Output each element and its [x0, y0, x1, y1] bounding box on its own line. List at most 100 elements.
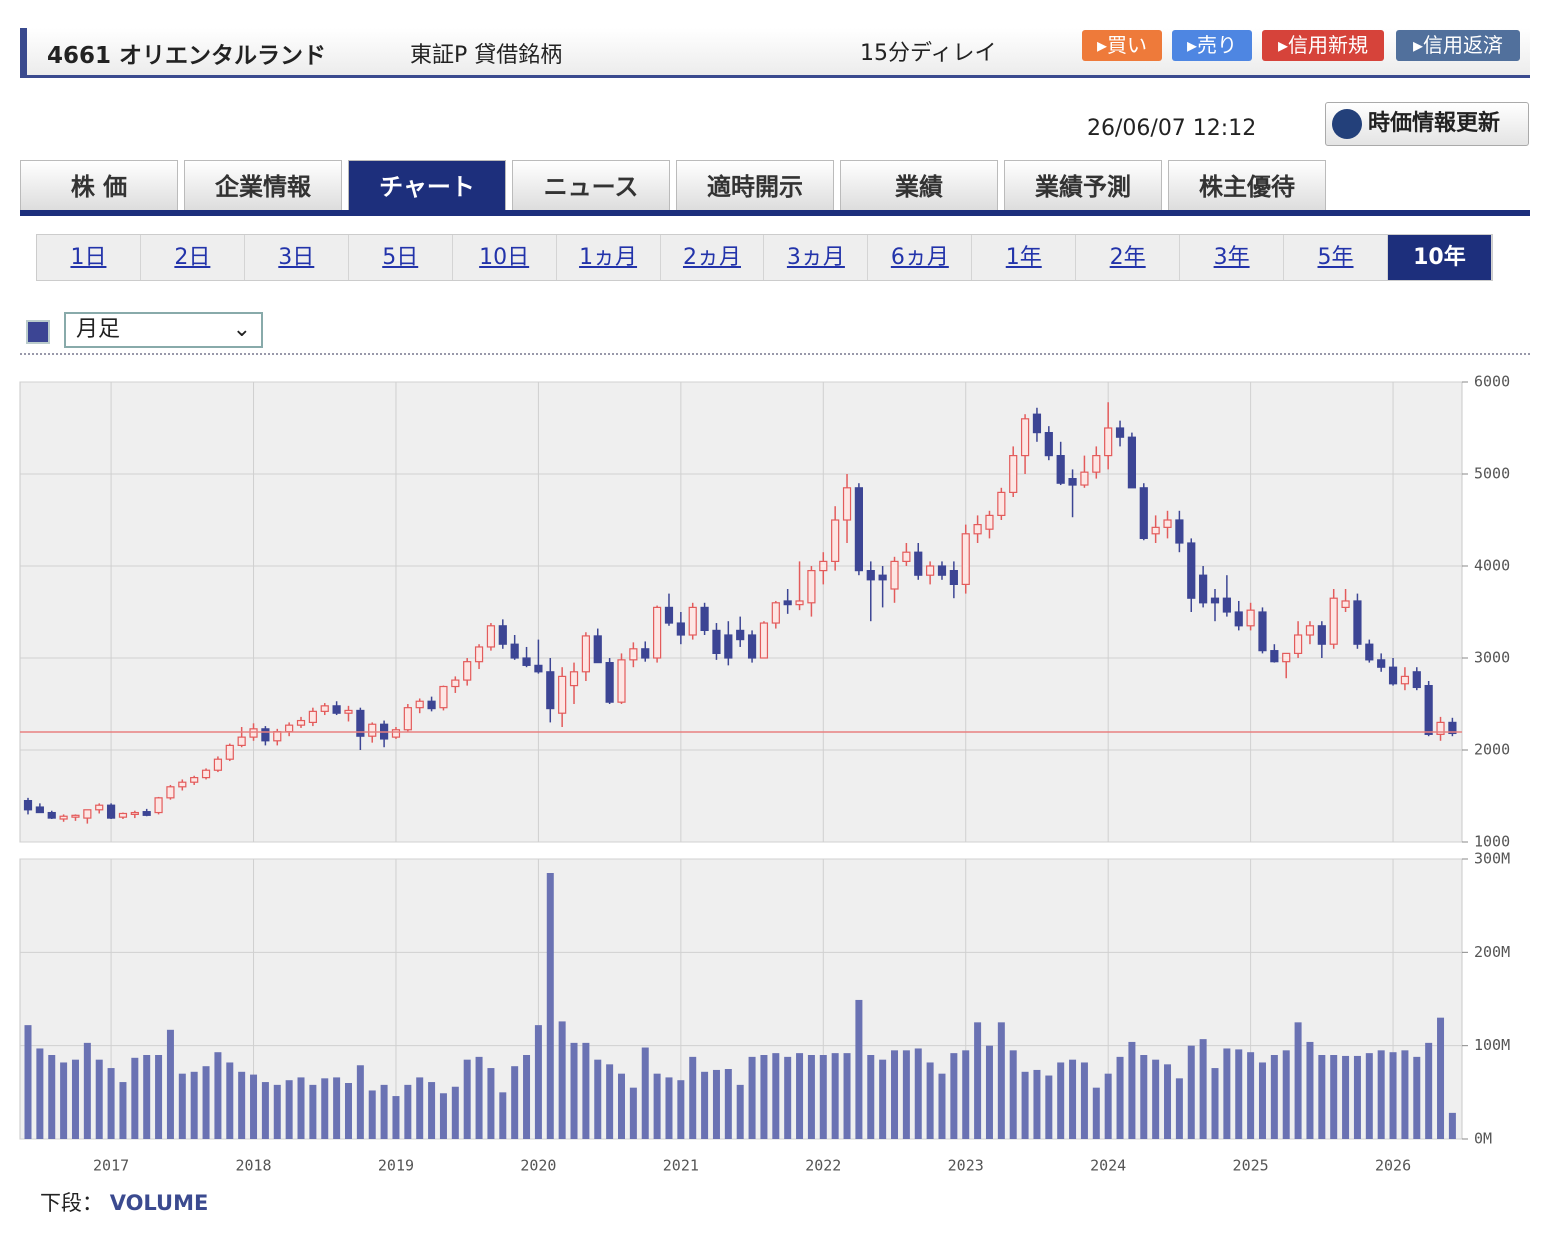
margin-repay-button[interactable]: ▸信用返済: [1396, 30, 1520, 61]
refresh-label: 時価情報更新: [1368, 111, 1501, 136]
tab[interactable]: 企業情報: [184, 160, 342, 210]
volume-bar: [36, 1048, 44, 1139]
period-link[interactable]: 1年: [972, 235, 1077, 280]
volume-bar: [1104, 1073, 1112, 1139]
candle-body: [617, 659, 626, 703]
candle-body: [225, 744, 234, 760]
period-link[interactable]: 5年: [1284, 235, 1388, 280]
volume-bar: [226, 1062, 234, 1139]
volume-bar: [475, 1056, 483, 1139]
candle-body: [593, 635, 602, 664]
candle-body: [997, 491, 1006, 516]
interval-select[interactable]: 月足 ⌄: [64, 312, 263, 348]
volume-bar: [1413, 1056, 1421, 1139]
volume-bar: [1448, 1112, 1456, 1139]
volume-bar: [879, 1059, 887, 1139]
volume-bar: [202, 1066, 210, 1139]
candle-body: [1412, 671, 1421, 689]
candle-body: [463, 661, 472, 681]
candle-body: [795, 600, 804, 606]
candle-body: [1293, 634, 1303, 654]
period-link[interactable]: 6ヵ月: [868, 235, 973, 280]
volume-bar: [867, 1055, 875, 1139]
volume-bar: [1365, 1053, 1373, 1139]
candle-body: [427, 700, 436, 710]
candle-body: [142, 811, 151, 816]
period-link[interactable]: 1ヵ月: [557, 235, 661, 280]
period-link[interactable]: 10日: [453, 235, 557, 280]
volume-bar: [1258, 1062, 1266, 1139]
volume-bar: [1069, 1059, 1077, 1139]
tab[interactable]: 業績予測: [1004, 160, 1162, 210]
volume-bar: [214, 1052, 222, 1139]
volume-bar: [273, 1084, 281, 1139]
candle-body: [985, 514, 994, 530]
tab[interactable]: 株 価: [20, 160, 178, 210]
volume-bar: [380, 1084, 388, 1139]
period-link[interactable]: 2日: [141, 235, 245, 280]
tab[interactable]: 業績: [840, 160, 998, 210]
period-link[interactable]: 3日: [245, 235, 349, 280]
volume-bar: [926, 1062, 934, 1139]
period-link[interactable]: 2ヵ月: [661, 235, 765, 280]
tab[interactable]: 株主優待: [1168, 160, 1326, 210]
tab[interactable]: チャート: [348, 160, 506, 210]
volume-bar: [1116, 1056, 1124, 1139]
lower-panel-label: 下段：: [40, 1191, 103, 1215]
candle-body: [332, 705, 341, 714]
candle-body: [1246, 609, 1255, 627]
period-link[interactable]: 5日: [349, 235, 453, 280]
volume-bar: [71, 1059, 79, 1139]
volume-bar: [1140, 1055, 1148, 1139]
sell-button[interactable]: ▸売り: [1172, 30, 1252, 61]
x-tick-label: 2017: [93, 1157, 129, 1175]
candle-body: [605, 661, 614, 703]
period-link[interactable]: 3ヵ月: [764, 235, 869, 280]
volume-bar: [1199, 1039, 1207, 1139]
volume-bar: [665, 1077, 673, 1139]
candle-body: [522, 657, 531, 666]
buy-button[interactable]: ▸買い: [1082, 30, 1162, 61]
volume-bar: [155, 1055, 163, 1139]
candle-body: [154, 797, 163, 814]
candle-body: [1377, 659, 1386, 668]
settings-icon[interactable]: [26, 320, 50, 344]
candle-body: [486, 625, 496, 648]
volume-bar: [831, 1053, 839, 1139]
candle-body: [1068, 478, 1077, 486]
volume-bar: [1009, 1050, 1017, 1139]
period-link[interactable]: 2年: [1076, 235, 1181, 280]
candle-body: [273, 730, 282, 742]
period-link[interactable]: 3年: [1180, 235, 1285, 280]
period-link[interactable]: 10年: [1387, 235, 1492, 280]
volume-bar: [523, 1055, 531, 1139]
candle-body: [391, 729, 401, 738]
candle-body: [1388, 666, 1398, 685]
volume-bar: [1211, 1068, 1219, 1139]
volume-bar: [297, 1077, 305, 1139]
candle-body: [178, 781, 187, 788]
candle-body: [771, 602, 780, 624]
volume-bar: [748, 1056, 756, 1139]
tab[interactable]: ニュース: [512, 160, 670, 210]
x-tick-label: 2022: [805, 1157, 841, 1175]
candle-body: [1032, 413, 1042, 434]
candle-body: [1020, 418, 1030, 457]
volume-bar: [487, 1068, 495, 1139]
tab[interactable]: 適時開示: [676, 160, 834, 210]
volume-bar: [558, 1021, 566, 1139]
button-label: 売り: [1197, 33, 1238, 57]
volume-bar: [914, 1048, 922, 1139]
candle-body: [664, 606, 674, 624]
candle-body: [23, 799, 33, 811]
volume-bar: [166, 1029, 174, 1139]
candle-body: [736, 629, 745, 641]
volume-bar: [606, 1064, 614, 1139]
margin-new-button[interactable]: ▸信用新規: [1262, 30, 1384, 61]
refresh-button[interactable]: 時価情報更新: [1325, 102, 1529, 146]
candle-body: [249, 728, 258, 738]
volume-bar: [974, 1022, 982, 1139]
volume-bar: [285, 1080, 293, 1139]
candle-body: [1104, 427, 1113, 457]
period-link[interactable]: 1日: [37, 235, 141, 280]
